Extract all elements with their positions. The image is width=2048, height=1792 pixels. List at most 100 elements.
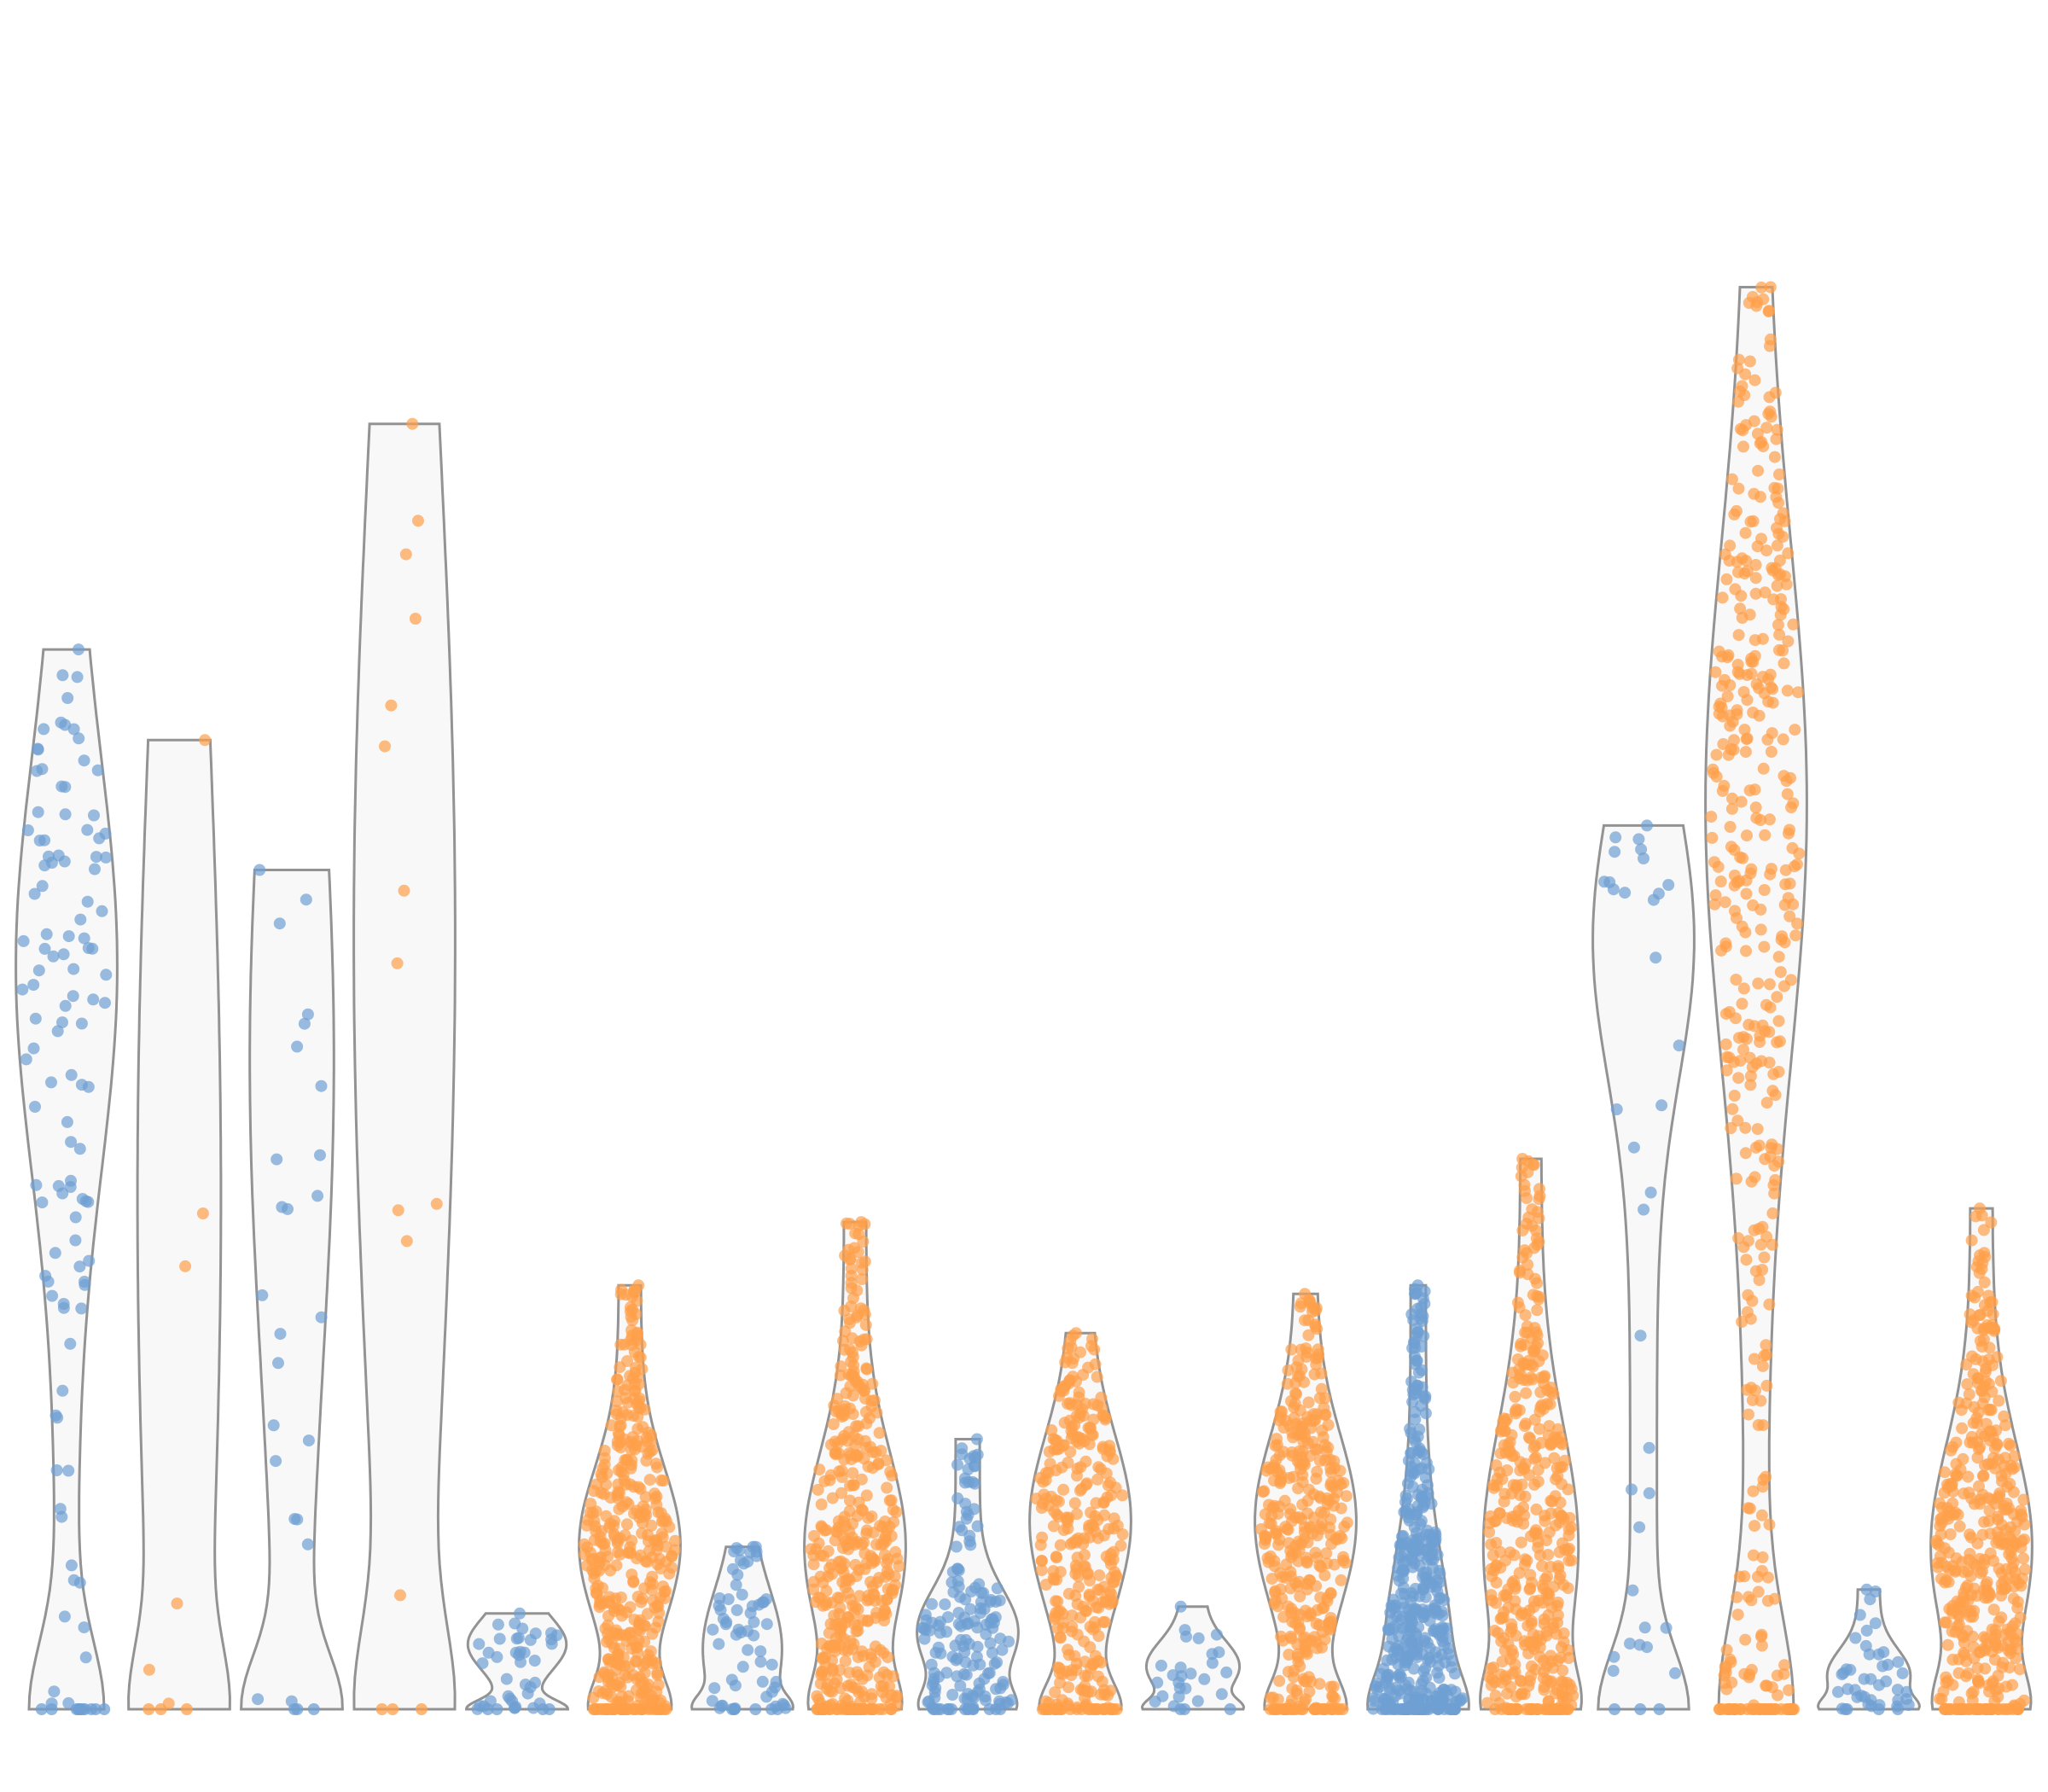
point-16-zero-38 [1728, 1703, 1741, 1715]
point-18-292 [1995, 1567, 2008, 1580]
point-15-5 [1610, 1103, 1623, 1115]
point-12-156 [1288, 1671, 1300, 1684]
point-7-40 [748, 1629, 760, 1642]
point-16-265 [1762, 408, 1775, 420]
point-16-357 [1733, 1570, 1746, 1583]
point-16-267 [1730, 1172, 1743, 1185]
point-9-96 [925, 1658, 938, 1671]
point-15-18 [1662, 879, 1675, 891]
point-2-5 [162, 1697, 175, 1710]
point-14-321 [1513, 1301, 1526, 1314]
point-10-237 [1088, 1343, 1101, 1356]
point-10-244 [1064, 1446, 1077, 1458]
point-14-372 [1506, 1514, 1519, 1527]
point-17-24 [1860, 1624, 1873, 1637]
point-1-20 [67, 990, 79, 1003]
point-12-310 [1282, 1364, 1295, 1376]
point-16-294 [1758, 940, 1771, 953]
point-12-229 [1311, 1529, 1324, 1542]
point-15-1 [1641, 819, 1653, 832]
point-5-1 [514, 1607, 526, 1620]
point-17-40 [1837, 1667, 1850, 1679]
point-11-24 [1215, 1688, 1228, 1701]
point-12-84 [1335, 1574, 1347, 1586]
point-6-111 [620, 1635, 633, 1648]
point-12-289 [1282, 1523, 1295, 1536]
point-9-69 [929, 1646, 942, 1659]
point-14-353 [1563, 1542, 1575, 1555]
point-14-266 [1494, 1668, 1507, 1681]
point-16-38 [1763, 1518, 1776, 1531]
point-7-48 [722, 1593, 735, 1606]
point-15-13 [1635, 843, 1648, 856]
point-16-350 [1782, 892, 1795, 905]
point-2-2 [196, 1207, 209, 1219]
point-10-214 [1068, 1497, 1081, 1510]
point-10-283 [1071, 1551, 1084, 1564]
point-16-111 [1768, 481, 1781, 494]
point-10-234 [1111, 1519, 1124, 1532]
point-9-94 [951, 1574, 964, 1587]
point-14-334 [1499, 1702, 1512, 1714]
point-13-351 [1423, 1651, 1435, 1664]
point-8-285 [872, 1457, 885, 1469]
point-3-12 [301, 1538, 314, 1551]
point-16-341 [1731, 704, 1743, 717]
point-13-149 [1417, 1674, 1429, 1687]
point-1-71 [30, 1178, 43, 1191]
point-12-295 [1300, 1675, 1312, 1688]
point-18-400 [1943, 1564, 1956, 1577]
point-13-352 [1417, 1448, 1429, 1461]
point-18-355 [2013, 1663, 2026, 1676]
point-8-207 [838, 1644, 851, 1656]
point-12-271 [1324, 1586, 1337, 1599]
point-6-397 [593, 1601, 606, 1614]
point-8-280 [858, 1308, 871, 1321]
point-8-395 [887, 1504, 899, 1516]
point-7-13 [742, 1644, 754, 1656]
point-12-343 [1319, 1454, 1332, 1467]
point-1-67 [59, 719, 72, 731]
point-16-235 [1759, 586, 1772, 599]
point-16-250 [1782, 547, 1795, 560]
point-8-175 [823, 1474, 836, 1487]
point-16-328 [1749, 1384, 1762, 1397]
point-6-259 [618, 1702, 631, 1715]
point-14-299 [1514, 1266, 1526, 1279]
point-16-374 [1782, 635, 1795, 648]
violins-layer [15, 286, 2033, 1711]
point-1-99 [59, 781, 72, 794]
point-13-387 [1412, 1488, 1424, 1501]
point-10-192 [1085, 1506, 1097, 1519]
point-8-110 [881, 1553, 894, 1566]
point-18-114 [2017, 1493, 2030, 1506]
point-18-387 [1965, 1430, 1978, 1443]
point-8-375 [862, 1511, 875, 1524]
point-7-34 [765, 1685, 778, 1698]
point-14-386 [1516, 1161, 1528, 1174]
point-18-348 [1937, 1685, 1950, 1698]
point-18-317 [2004, 1533, 2017, 1546]
point-16-344 [1748, 1171, 1761, 1184]
point-15-29 [1643, 1441, 1655, 1454]
point-10-221 [1050, 1434, 1063, 1447]
point-13-195 [1405, 1427, 1417, 1440]
point-16-210 [1746, 1295, 1759, 1307]
point-16-57 [1739, 1633, 1752, 1646]
point-5-zero-3 [543, 1703, 556, 1715]
point-6-308 [602, 1653, 614, 1666]
point-8-387 [831, 1526, 844, 1539]
point-1-70 [79, 1651, 92, 1664]
point-8-303 [826, 1698, 839, 1710]
point-16-332 [1768, 451, 1781, 463]
point-1-64 [82, 1080, 95, 1093]
point-13-274 [1419, 1471, 1432, 1484]
point-6-391 [599, 1545, 612, 1556]
point-10-268 [1059, 1356, 1072, 1369]
point-15-27 [1652, 887, 1665, 900]
point-7-53 [756, 1675, 769, 1688]
point-16-1 [1764, 281, 1777, 294]
point-8-230 [825, 1439, 837, 1451]
point-18-354 [1970, 1590, 1983, 1602]
point-6-331 [634, 1351, 647, 1364]
